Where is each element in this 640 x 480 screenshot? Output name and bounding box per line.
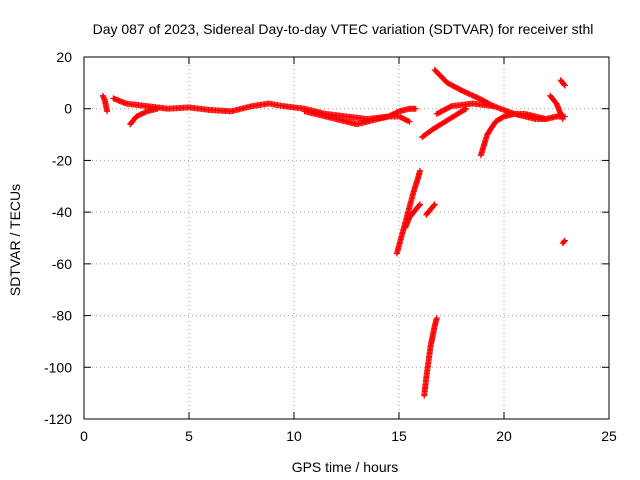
data-point (142, 108, 149, 115)
y-tick-label: -20 (52, 152, 72, 168)
data-point (397, 114, 404, 121)
data-point (405, 117, 412, 124)
data-point (137, 111, 144, 118)
data-point (141, 109, 148, 116)
chart-title: Day 087 of 2023, Sidereal Day-to-day VTE… (93, 21, 594, 37)
data-point (134, 112, 141, 119)
y-tick-label: 0 (64, 101, 72, 117)
data-point (396, 113, 402, 120)
x-axis-label: GPS time / hours (292, 459, 399, 475)
y-tick-label: -120 (44, 411, 72, 427)
x-tick-label: 5 (185, 428, 193, 444)
data-point (417, 201, 423, 208)
data-point (412, 105, 419, 112)
axis-ticks: 0 5 10 15 20 25 -120 -100 -80 -60 -40 -20 0 20 (44, 49, 617, 444)
data-points (99, 66, 568, 399)
x-tick-label: 20 (496, 428, 512, 444)
data-point (403, 117, 410, 124)
data-point (431, 201, 438, 208)
data-point (138, 110, 145, 117)
data-point (416, 202, 423, 209)
data-point (133, 113, 140, 120)
grid-lines (84, 57, 609, 419)
data-point (559, 116, 566, 123)
y-tick-label: -40 (52, 204, 72, 220)
data-point (154, 105, 161, 112)
data-point (561, 238, 568, 245)
data-point (561, 81, 568, 88)
data-point (561, 237, 568, 244)
data-point (406, 118, 413, 125)
data-point (104, 108, 111, 115)
y-tick-label: -60 (52, 256, 72, 272)
data-point (417, 167, 423, 174)
y-tick-label: 20 (56, 49, 72, 65)
data-point (140, 110, 147, 117)
plot-frame (83, 56, 610, 420)
data-point (463, 105, 470, 112)
x-tick-label: 15 (391, 428, 407, 444)
data-point (433, 315, 440, 322)
data-point (447, 103, 454, 110)
data-point (398, 114, 405, 121)
data-point (401, 116, 408, 123)
y-axis-label: SDTVAR / TECUs (7, 184, 23, 296)
data-point (561, 82, 568, 89)
data-point (399, 115, 406, 122)
data-point (430, 202, 437, 209)
y-tick-label: -80 (52, 308, 72, 324)
data-point (136, 112, 143, 119)
x-tick-label: 25 (601, 428, 617, 444)
data-point (402, 116, 409, 123)
data-point (462, 106, 468, 113)
x-tick-label: 0 (80, 428, 88, 444)
x-tick-label: 10 (286, 428, 302, 444)
y-tick-label: -100 (44, 359, 72, 375)
